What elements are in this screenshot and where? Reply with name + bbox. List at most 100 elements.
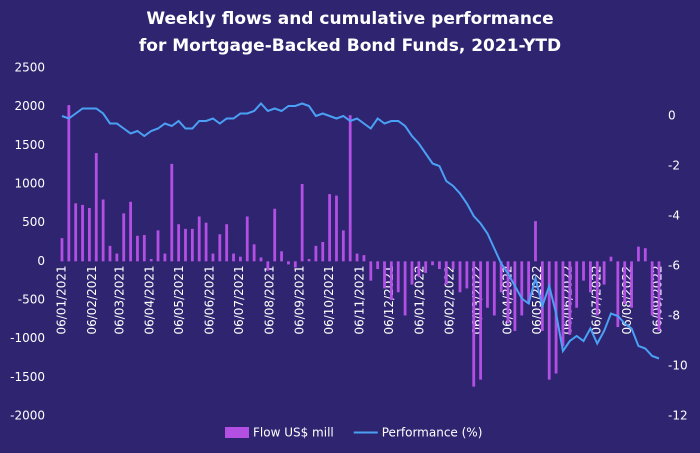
bar: [129, 201, 132, 262]
y2-tick-label: 0: [668, 109, 676, 123]
y-tick-label: -1000: [10, 331, 45, 345]
bar: [307, 259, 311, 262]
bar: [547, 261, 551, 380]
bar: [197, 216, 201, 262]
y2-tick-label: -12: [668, 409, 688, 423]
bar: [321, 242, 325, 262]
x-tick-label: 06/01/2022: [412, 265, 426, 334]
bar: [588, 261, 592, 293]
bar: [616, 261, 620, 328]
bar: [108, 245, 112, 262]
x-tick-label: 06/06/2021: [203, 265, 217, 334]
y-tick-label: -1500: [10, 370, 45, 384]
bar: [657, 261, 661, 331]
bar: [444, 261, 448, 285]
bar: [568, 261, 572, 335]
x-tick-label: 06/03/2022: [470, 265, 484, 334]
bar: [472, 261, 476, 387]
bar: [211, 253, 215, 262]
y-tick-label: 2500: [14, 61, 45, 75]
bar: [280, 251, 283, 262]
bar: [499, 261, 503, 293]
bar: [513, 261, 517, 331]
x-tick-label: 06/09/2022: [651, 265, 665, 334]
x-tick-label: 06/07/2021: [232, 265, 246, 334]
bar: [431, 261, 434, 266]
bar: [177, 224, 181, 262]
x-tick-label: 06/02/2022: [443, 265, 457, 334]
bar: [376, 261, 380, 270]
bar: [561, 261, 565, 347]
bar: [88, 207, 91, 262]
bar: [266, 261, 270, 271]
bar: [149, 259, 153, 262]
y2-tick-label: -2: [668, 159, 680, 173]
bar: [314, 245, 318, 262]
x-tick-label: 06/10/2021: [322, 265, 336, 334]
performance-line: [61, 102, 660, 360]
bar: [396, 261, 400, 293]
y-tick-label: 2000: [14, 99, 45, 113]
y-tick-label: 500: [22, 215, 45, 229]
y2-tick-label: -4: [668, 209, 680, 223]
legend-label: Performance (%): [382, 426, 483, 440]
bar: [225, 224, 229, 262]
bar: [238, 256, 242, 262]
bar: [389, 261, 393, 300]
bar: [74, 203, 78, 262]
y-tick-label: -500: [18, 293, 45, 307]
bar: [122, 213, 126, 262]
bar: [465, 261, 469, 289]
bar: [506, 261, 510, 324]
bar: [602, 261, 606, 285]
bar: [383, 261, 386, 289]
bar: [540, 261, 544, 331]
bar: [163, 253, 167, 262]
bar: [458, 261, 462, 293]
bar: [259, 257, 263, 262]
x-tick-label: 06/09/2021: [293, 265, 307, 334]
bar: [218, 234, 222, 262]
legend-label: Flow US$ mill: [253, 426, 334, 440]
bar: [252, 244, 256, 262]
bar: [643, 248, 647, 262]
x-tick-label: 06/04/2021: [143, 265, 157, 334]
bar: [575, 261, 579, 308]
bar: [623, 261, 627, 304]
y-tick-label: 0: [37, 254, 45, 268]
bar: [204, 222, 208, 262]
x-tick-label: 06/11/2021: [353, 265, 367, 334]
bar: [520, 261, 524, 316]
bar: [142, 235, 146, 262]
bar: [67, 105, 71, 262]
legend-swatch: [225, 427, 249, 438]
bar: [335, 195, 338, 262]
bar: [184, 228, 187, 262]
bar: [81, 204, 84, 262]
bar: [438, 261, 441, 270]
bar: [362, 255, 366, 262]
bar: [273, 208, 277, 262]
y2-tick-label: -10: [668, 359, 688, 373]
bar: [232, 253, 235, 262]
x-tick-label: 06/03/2021: [112, 265, 126, 334]
bar: [417, 261, 421, 277]
bar: [115, 253, 119, 262]
bar: [595, 261, 599, 316]
bar: [630, 261, 633, 308]
y-tick-label: 1500: [14, 138, 45, 152]
bar: [300, 184, 304, 262]
bar: [156, 230, 160, 262]
x-tick-label: 06/02/2021: [85, 265, 99, 334]
bar: [369, 261, 373, 281]
bar: [287, 261, 290, 265]
bar: [136, 235, 139, 262]
bar: [609, 256, 613, 262]
chart-title: Weekly flows and cumulative performance …: [138, 9, 562, 56]
y2-tick-label: -6: [668, 259, 680, 273]
x-tick-label: 06/01/2021: [54, 265, 68, 334]
bar: [451, 261, 455, 270]
x-tick-label: 06/05/2021: [172, 265, 186, 334]
